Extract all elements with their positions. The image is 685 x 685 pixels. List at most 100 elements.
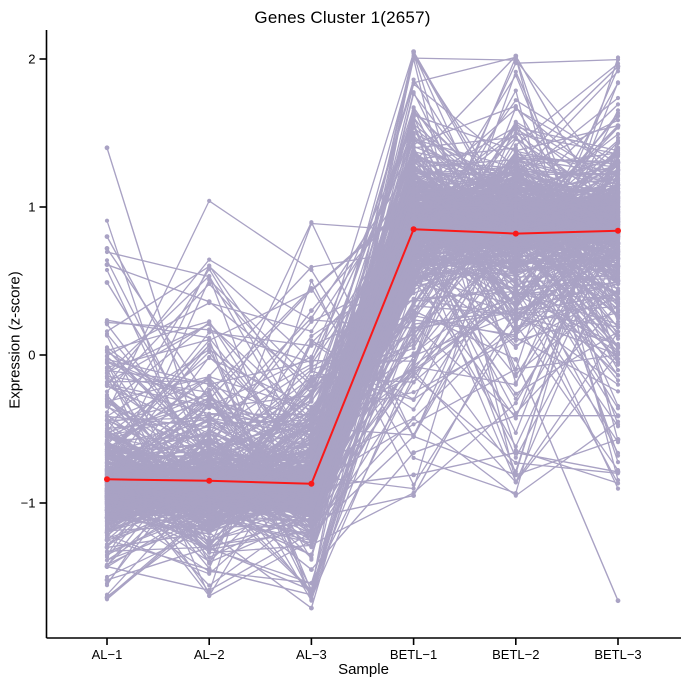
gene-point — [411, 308, 416, 313]
gene-point — [104, 374, 110, 379]
gene-point — [207, 489, 212, 495]
gene-line — [106, 199, 619, 543]
gene-line — [106, 99, 619, 569]
gene-point — [513, 267, 518, 272]
gene-point — [309, 539, 314, 544]
gene-point — [411, 337, 416, 342]
gene-point — [615, 102, 621, 107]
gene-point — [309, 500, 314, 506]
gene-point — [615, 299, 621, 304]
gene-point — [309, 315, 314, 321]
gene-point — [411, 368, 416, 373]
gene-point — [615, 278, 621, 284]
gene-point — [104, 329, 110, 334]
gene-point — [104, 320, 110, 325]
gene-point — [411, 239, 416, 244]
gene-point — [206, 397, 212, 402]
gene-point — [309, 404, 314, 409]
gene-point — [615, 189, 621, 195]
gene-point — [309, 520, 314, 525]
gene-point — [615, 182, 621, 188]
gene-point — [309, 530, 314, 535]
gene-point — [513, 327, 518, 332]
gene-point — [513, 343, 518, 348]
gene-point — [411, 486, 416, 491]
gene-point — [104, 549, 110, 554]
gene-point — [513, 241, 519, 247]
gene-point — [615, 486, 621, 491]
gene-point — [615, 469, 621, 475]
gene-point — [615, 368, 621, 373]
gene-point — [411, 397, 416, 402]
gene-point — [207, 404, 212, 409]
mean-point — [615, 227, 621, 234]
gene-point — [615, 176, 621, 181]
gene-point — [615, 263, 621, 269]
gene-point — [104, 389, 110, 394]
gene-point — [309, 264, 314, 270]
gene-point — [104, 437, 110, 443]
gene-line — [106, 150, 619, 524]
gene-point — [513, 212, 519, 217]
gene-point — [207, 374, 212, 379]
gene-point — [513, 127, 518, 132]
gene-point — [411, 133, 416, 138]
gene-point — [309, 533, 314, 539]
gene-point — [207, 448, 212, 453]
gene-point — [513, 371, 518, 376]
gene-point — [104, 460, 110, 465]
gene-point — [207, 355, 212, 361]
gene-point — [206, 299, 212, 305]
gene-point — [513, 187, 518, 193]
gene-point — [207, 412, 212, 418]
gene-point — [513, 191, 518, 196]
gene-point — [513, 480, 518, 485]
gene-point — [207, 535, 212, 541]
gene-point — [615, 272, 621, 277]
gene-point — [411, 450, 416, 456]
gene-point — [411, 123, 416, 129]
gene-point — [513, 197, 519, 203]
gene-point — [309, 376, 314, 381]
gene-point — [206, 327, 212, 333]
gene-point — [615, 118, 621, 123]
gene-point — [104, 246, 110, 251]
gene-point — [411, 112, 416, 118]
gene-point — [309, 354, 314, 359]
gene-point — [207, 583, 212, 588]
x-tick-label: BETL−3 — [594, 647, 641, 662]
gene-point — [615, 336, 621, 341]
gene-point — [411, 171, 416, 176]
gene-point — [104, 441, 110, 447]
gene-point — [206, 545, 212, 550]
gene-point — [513, 357, 519, 362]
gene-point — [207, 550, 212, 555]
gene-point — [207, 273, 212, 279]
gene-point — [206, 419, 212, 424]
gene-point — [411, 138, 416, 143]
gene-point — [513, 73, 518, 78]
gene-point — [513, 88, 518, 93]
gene-point — [513, 184, 518, 189]
gene-point — [309, 382, 314, 387]
gene-line — [106, 108, 619, 473]
gene-point — [615, 357, 621, 362]
gene-point — [513, 396, 518, 401]
gene-point — [615, 345, 621, 350]
gene-line — [106, 50, 619, 512]
gene-point — [104, 370, 110, 375]
gene-line — [106, 137, 619, 493]
gene-point — [309, 464, 314, 470]
gene-point — [309, 605, 314, 611]
gene-point — [206, 515, 212, 521]
gene-point — [309, 417, 314, 422]
gene-point — [309, 552, 314, 558]
y-tick-label: 1 — [28, 200, 35, 215]
gene-point — [104, 399, 110, 404]
gene-point — [411, 160, 416, 166]
gene-point — [309, 278, 314, 283]
gene-point — [207, 430, 212, 435]
gene-line — [106, 65, 619, 504]
gene-point — [513, 260, 519, 266]
